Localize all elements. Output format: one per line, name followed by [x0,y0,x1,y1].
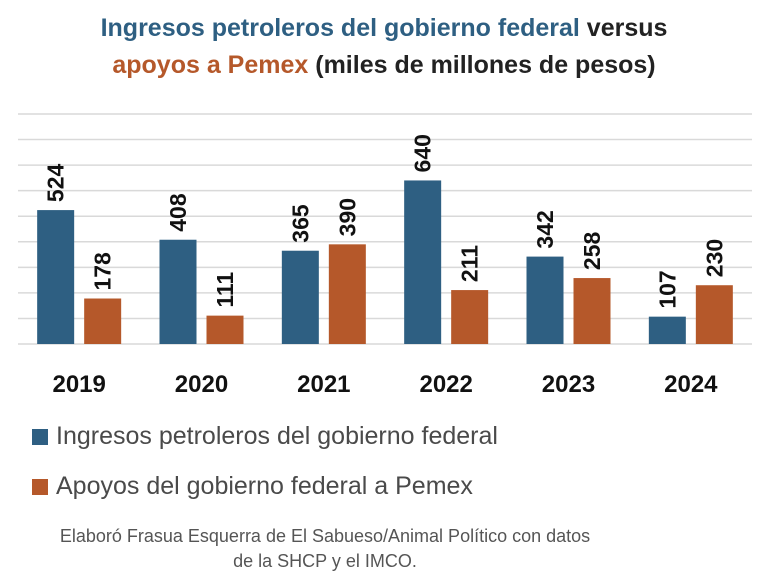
data-label-apoyos-2022: 211 [457,245,483,282]
data-label-ingresos-2024: 107 [654,270,680,308]
data-label-apoyos-2024: 230 [701,239,727,277]
source-note: Elaboró Frasua Esquerra de El Sabueso/An… [0,524,650,574]
category-label-2020: 2020 [175,371,228,398]
category-labels: 2019 2020 2021 2022 2023 2024 [52,371,718,398]
legend-swatch-ingresos [32,428,48,445]
data-label-apoyos-2020: 111 [212,272,238,308]
bars [37,180,733,344]
category-label-2019: 2019 [52,371,105,398]
title-versus: versus [579,14,668,42]
bar-apoyos-2024 [695,285,733,344]
data-label-apoyos-2021: 390 [334,198,360,236]
bar-ingresos-2021 [281,250,319,344]
category-label-2021: 2021 [297,371,350,398]
bar-ingresos-2020 [159,239,197,344]
data-labels: 524 178 408 111 365 390 640 211 342 258 107 230 [43,134,728,309]
bar-apoyos-2019 [84,298,122,344]
bar-ingresos-2019 [37,210,75,344]
bar-chart: 524 178 408 111 365 390 640 211 342 258 107 230 201… [18,113,752,398]
bar-apoyos-2020 [206,315,244,344]
data-label-ingresos-2021: 365 [287,204,313,243]
bar-ingresos-2023 [526,256,564,344]
grid-lines [18,113,752,345]
bar-ingresos-2022 [404,180,442,344]
data-label-apoyos-2019: 178 [90,252,116,291]
legend-label-ingresos: Ingresos petroleros del gobierno federal [56,422,498,450]
source-line-1: Elaboró Frasua Esquerra de El Sabueso/An… [59,526,591,546]
title-blue-part: Ingresos petroleros del gobierno federal [100,14,580,42]
chart-title: Ingresos petroleros del gobierno federal… [0,10,768,84]
source-line-2: de la SHCP y el IMCO. [233,551,417,571]
category-label-2022: 2022 [419,371,472,398]
category-label-2023: 2023 [542,371,595,398]
legend-label-apoyos: Apoyos del gobierno federal a Pemex [56,472,473,500]
title-line-1: Ingresos petroleros del gobierno federal… [0,10,768,47]
title-units: (miles de millones de pesos) [308,51,656,79]
data-label-ingresos-2022: 640 [410,134,436,172]
bar-apoyos-2023 [573,278,611,344]
bar-apoyos-2022 [451,290,489,344]
category-label-2024: 2024 [664,371,718,398]
data-label-ingresos-2020: 408 [165,193,191,232]
bar-apoyos-2021 [328,244,366,344]
data-label-apoyos-2023: 258 [579,231,605,270]
bar-ingresos-2024 [648,316,686,344]
legend-item-apoyos: Apoyos del gobierno federal a Pemex [32,472,473,501]
legend-item-ingresos: Ingresos petroleros del gobierno federal [32,422,498,451]
title-line-2: apoyos a Pemex (miles de millones de pes… [0,47,768,84]
title-orange-part: apoyos a Pemex [112,51,309,79]
data-label-ingresos-2019: 524 [43,164,69,203]
legend-swatch-apoyos [32,478,48,495]
data-label-ingresos-2023: 342 [532,210,558,248]
